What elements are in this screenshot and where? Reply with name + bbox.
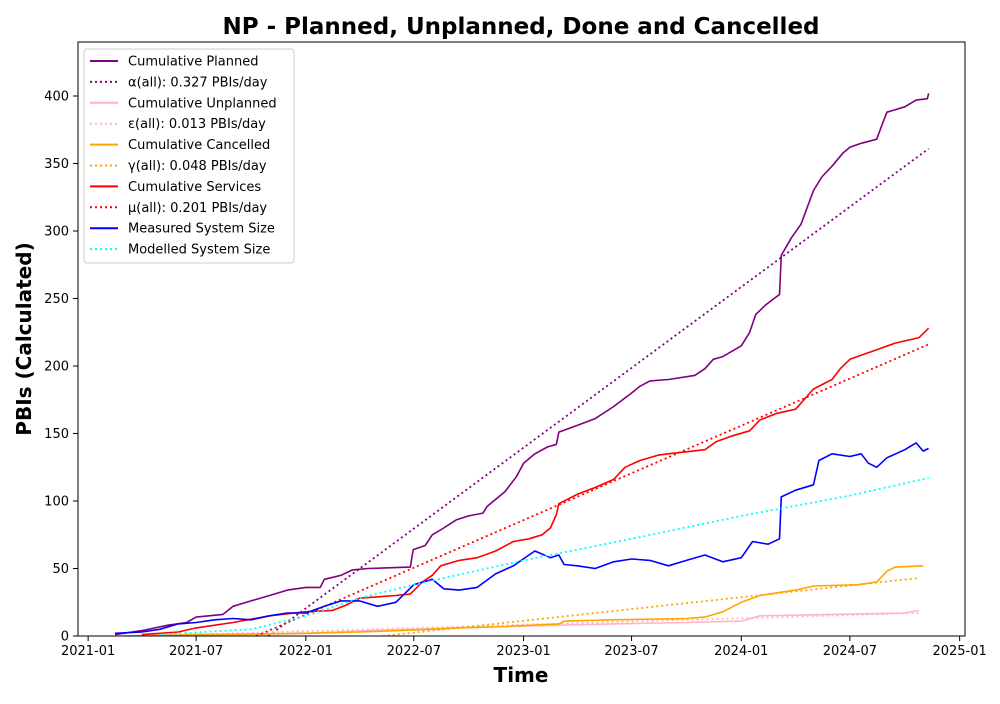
y-tick-label: 250 <box>44 292 69 307</box>
y-tick-label: 0 <box>61 630 69 645</box>
y-tick-label: 350 <box>44 157 69 172</box>
y-tick-label: 50 <box>52 562 69 577</box>
y-axis-label: PBIs (Calculated) <box>12 242 36 435</box>
x-tick-label: 2025-01 <box>932 644 986 659</box>
y-tick-label: 200 <box>44 360 69 375</box>
y-tick-label: 150 <box>44 427 69 442</box>
y-tick-label: 300 <box>44 225 69 240</box>
x-tick-label: 2021-01 <box>61 644 115 659</box>
x-tick-label: 2023-01 <box>496 644 550 659</box>
legend-entry-label: Modelled System Size <box>128 243 270 258</box>
legend-entry-label: Cumulative Cancelled <box>128 138 270 153</box>
x-tick-label: 2024-07 <box>823 644 877 659</box>
x-tick-label: 2022-07 <box>387 644 441 659</box>
legend-entry-label: γ(all): 0.048 PBIs/day <box>128 159 267 174</box>
x-tick-label: 2022-01 <box>279 644 333 659</box>
legend-entry-label: Cumulative Services <box>128 180 261 195</box>
x-tick-label: 2021-07 <box>169 644 223 659</box>
legend-entry-label: α(all): 0.327 PBIs/day <box>128 75 268 90</box>
legend-entry-label: ε(all): 0.013 PBIs/day <box>128 117 266 132</box>
legend-entry-label: Cumulative Planned <box>128 55 258 70</box>
y-tick-label: 400 <box>44 90 69 105</box>
y-tick-label: 100 <box>44 495 69 510</box>
legend-entry-label: Measured System Size <box>128 222 275 237</box>
chart-title: NP - Planned, Unplanned, Done and Cancel… <box>222 14 819 40</box>
legend: Cumulative Planned α(all): 0.327 PBIs/day… <box>84 49 294 263</box>
legend-entry-label: μ(all): 0.201 PBIs/day <box>128 201 267 216</box>
x-axis-label: Time <box>494 663 549 687</box>
legend-entry-label: Cumulative Unplanned <box>128 96 277 111</box>
x-tick-label: 2023-07 <box>604 644 658 659</box>
x-tick-label: 2024-01 <box>714 644 768 659</box>
